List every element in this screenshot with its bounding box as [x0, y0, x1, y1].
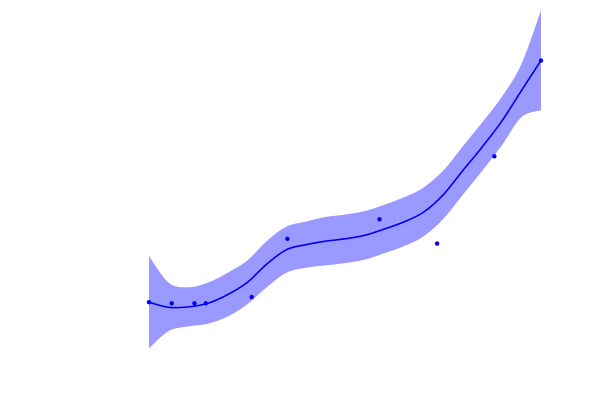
- data-point: [285, 236, 290, 242]
- fit-line-layer: [148, 60, 542, 309]
- data-point: [492, 154, 497, 159]
- data-point: [434, 241, 440, 246]
- confidence-band: [149, 10, 541, 349]
- data-point: [377, 217, 382, 222]
- data-point: [146, 299, 152, 305]
- data-point: [203, 301, 209, 306]
- data-point: [169, 301, 174, 306]
- data-point: [249, 294, 254, 300]
- fit-line: [148, 60, 542, 309]
- data-points-layer: [146, 58, 544, 306]
- data-point: [192, 301, 197, 306]
- data-point: [538, 58, 544, 63]
- confidence-band-layer: [149, 10, 541, 349]
